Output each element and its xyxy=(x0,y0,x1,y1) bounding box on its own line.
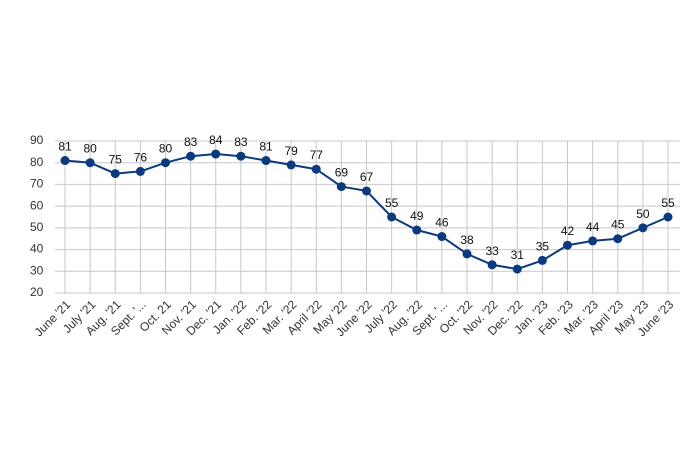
data-label: 55 xyxy=(661,196,675,210)
point xyxy=(537,255,547,265)
data-label: 35 xyxy=(536,239,550,253)
data-label: 77 xyxy=(310,148,324,162)
point xyxy=(135,166,145,176)
data-label: 38 xyxy=(460,233,474,247)
data-label: 80 xyxy=(159,142,173,156)
point xyxy=(663,212,673,222)
data-label: 42 xyxy=(561,224,575,238)
point xyxy=(186,151,196,161)
y-tick-label: 70 xyxy=(30,177,44,191)
data-label: 84 xyxy=(209,133,223,147)
point xyxy=(462,249,472,259)
data-label: 76 xyxy=(134,150,148,164)
y-tick-label: 90 xyxy=(30,133,44,147)
data-label: 75 xyxy=(109,153,123,167)
data-label: 46 xyxy=(435,216,449,230)
point xyxy=(286,160,296,170)
data-label: 81 xyxy=(58,140,72,154)
data-label: 69 xyxy=(335,166,349,180)
y-tick-label: 50 xyxy=(30,220,44,234)
y-tick-label: 20 xyxy=(30,285,44,299)
data-label: 33 xyxy=(485,244,499,258)
point xyxy=(563,240,572,250)
data-label: 50 xyxy=(636,207,650,221)
point xyxy=(110,169,120,179)
data-label: 49 xyxy=(410,209,424,223)
point xyxy=(512,264,522,274)
point xyxy=(412,225,422,235)
data-label: 55 xyxy=(385,196,399,210)
y-tick-label: 30 xyxy=(30,263,44,277)
data-label: 83 xyxy=(184,135,198,149)
point xyxy=(60,156,70,166)
point xyxy=(85,158,95,168)
point xyxy=(387,212,397,222)
y-tick-label: 60 xyxy=(30,198,44,212)
point xyxy=(362,186,371,196)
data-label: 79 xyxy=(284,144,298,158)
point xyxy=(588,236,598,246)
data-label: 81 xyxy=(259,140,273,154)
point xyxy=(311,164,321,174)
point xyxy=(613,234,623,244)
data-label: 31 xyxy=(511,248,525,262)
data-label: 67 xyxy=(360,170,374,184)
data-label: 45 xyxy=(611,218,625,232)
data-label: 83 xyxy=(234,135,248,149)
point xyxy=(487,260,497,270)
point xyxy=(211,149,221,159)
point xyxy=(261,156,271,166)
point xyxy=(236,151,246,161)
point xyxy=(336,182,346,192)
point xyxy=(161,158,170,168)
point xyxy=(437,232,447,242)
data-label: 44 xyxy=(586,220,600,234)
data-label: 80 xyxy=(83,142,97,156)
y-tick-label: 80 xyxy=(30,155,44,169)
point xyxy=(638,223,648,233)
y-tick-label: 40 xyxy=(30,242,44,256)
